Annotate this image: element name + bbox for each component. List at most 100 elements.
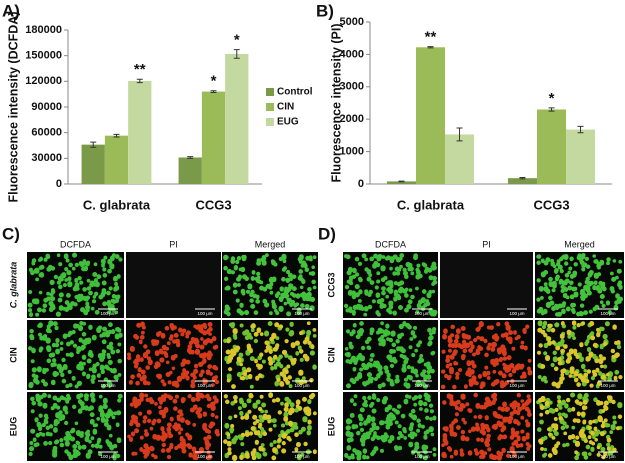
green-cells xyxy=(343,253,438,317)
error-bar xyxy=(210,90,217,93)
bar xyxy=(507,178,537,184)
scale-bar-label: 100 μm xyxy=(600,383,615,388)
y-tick-label: 3000 xyxy=(340,81,364,93)
green-cells xyxy=(536,392,623,461)
legend-swatch xyxy=(266,88,274,96)
error-bar xyxy=(548,107,555,112)
significance-mark: ** xyxy=(134,61,146,78)
scale-bar-label: 100 μm xyxy=(294,454,309,459)
green-cells xyxy=(536,253,624,317)
x-tick-label: C. glabrata xyxy=(397,197,465,212)
bar xyxy=(128,80,152,184)
significance-mark: * xyxy=(549,90,555,107)
panel-label: C) xyxy=(2,224,20,243)
green-cells xyxy=(223,321,317,389)
micrograph xyxy=(222,392,318,461)
scale-bar-label: 100 μm xyxy=(414,311,429,316)
panel-label: D) xyxy=(318,224,336,243)
scale-bar-label: 100 μm xyxy=(600,311,615,316)
green-cells xyxy=(27,252,123,318)
green-cells xyxy=(344,321,437,389)
row-label: CCG3 xyxy=(326,272,336,297)
green-cells xyxy=(28,392,123,461)
yellow-cells xyxy=(225,321,317,389)
green-cells xyxy=(224,393,312,461)
error-bar xyxy=(456,127,463,142)
panel-label: B) xyxy=(316,1,334,20)
y-axis-label: Fluorescence intensity (PI) xyxy=(329,23,343,182)
bar xyxy=(104,135,129,184)
y-tick-label: 5000 xyxy=(340,16,364,28)
panel-label: A) xyxy=(2,1,20,20)
red-cells xyxy=(127,391,220,461)
y-axis-label: Fluorescence intensity (DCFDA) xyxy=(6,11,20,202)
scale-bar-label: 100 μm xyxy=(294,311,309,316)
bar xyxy=(201,91,226,184)
green-cells xyxy=(344,392,437,461)
error-bar xyxy=(427,46,434,49)
y-tick-label: 150000 xyxy=(25,50,62,62)
error-bar xyxy=(398,180,405,183)
scale-bar-label: 100 μm xyxy=(197,311,212,316)
error-bar xyxy=(187,156,194,159)
bar xyxy=(566,129,596,184)
scale-bar-label: 100 μm xyxy=(294,383,309,388)
row-label: C. glabrata xyxy=(8,262,18,309)
error-bar xyxy=(577,125,584,134)
green-cells xyxy=(28,320,123,389)
column-header: PI xyxy=(169,239,178,249)
y-tick-label: 0 xyxy=(56,178,62,190)
micrograph xyxy=(126,252,221,318)
bar xyxy=(536,109,567,184)
legend-swatch xyxy=(266,103,274,111)
error-bar xyxy=(233,49,240,59)
legend-label: Control xyxy=(277,87,313,98)
red-cells xyxy=(441,392,532,461)
significance-mark: * xyxy=(211,73,217,90)
bar xyxy=(178,157,202,184)
legend-label: CIN xyxy=(277,102,294,113)
significance-mark: ** xyxy=(425,29,437,46)
column-header: PI xyxy=(482,239,491,249)
y-tick-label: 120000 xyxy=(25,75,62,87)
scale-bar-label: 100 μm xyxy=(197,383,212,388)
error-bar xyxy=(519,177,526,180)
scale-bar-label: 100 μm xyxy=(509,383,524,388)
scale-bar-label: 100 μm xyxy=(100,454,115,459)
scale-bar-label: 100 μm xyxy=(414,383,429,388)
column-header: DCFDA xyxy=(375,239,406,249)
bar xyxy=(415,47,446,184)
x-tick-label: CCG3 xyxy=(533,197,569,212)
bar xyxy=(386,181,416,184)
y-tick-label: 90000 xyxy=(31,101,62,113)
row-label: CIN xyxy=(326,347,336,363)
y-tick-label: 60000 xyxy=(31,127,62,139)
micrograph xyxy=(440,252,533,318)
scale-bar-label: 100 μm xyxy=(414,454,429,459)
scale-bar-label: 100 μm xyxy=(197,454,212,459)
row-label: EUG xyxy=(326,417,336,437)
green-cells xyxy=(223,253,317,317)
scale-bar-label: 100 μm xyxy=(600,454,615,459)
yellow-cells xyxy=(538,395,623,460)
bar xyxy=(445,134,475,184)
legend-swatch xyxy=(266,118,274,126)
red-cells xyxy=(126,321,220,389)
scale-bar-label: 100 μm xyxy=(100,311,115,316)
row-label: CIN xyxy=(8,347,18,363)
y-tick-label: 2000 xyxy=(340,113,364,125)
significance-mark: * xyxy=(234,32,240,49)
legend-label: EUG xyxy=(277,117,299,128)
column-header: Merged xyxy=(255,239,286,249)
y-tick-label: 0 xyxy=(358,178,364,190)
bar xyxy=(225,53,249,185)
column-header: DCFDA xyxy=(60,239,91,249)
y-tick-label: 1000 xyxy=(340,146,364,158)
error-bar xyxy=(136,78,143,84)
bar xyxy=(81,144,105,184)
y-tick-label: 30000 xyxy=(31,152,62,164)
green-cells xyxy=(537,320,622,389)
scale-bar-label: 100 μm xyxy=(509,454,524,459)
scale-bar-label: 100 μm xyxy=(509,311,524,316)
